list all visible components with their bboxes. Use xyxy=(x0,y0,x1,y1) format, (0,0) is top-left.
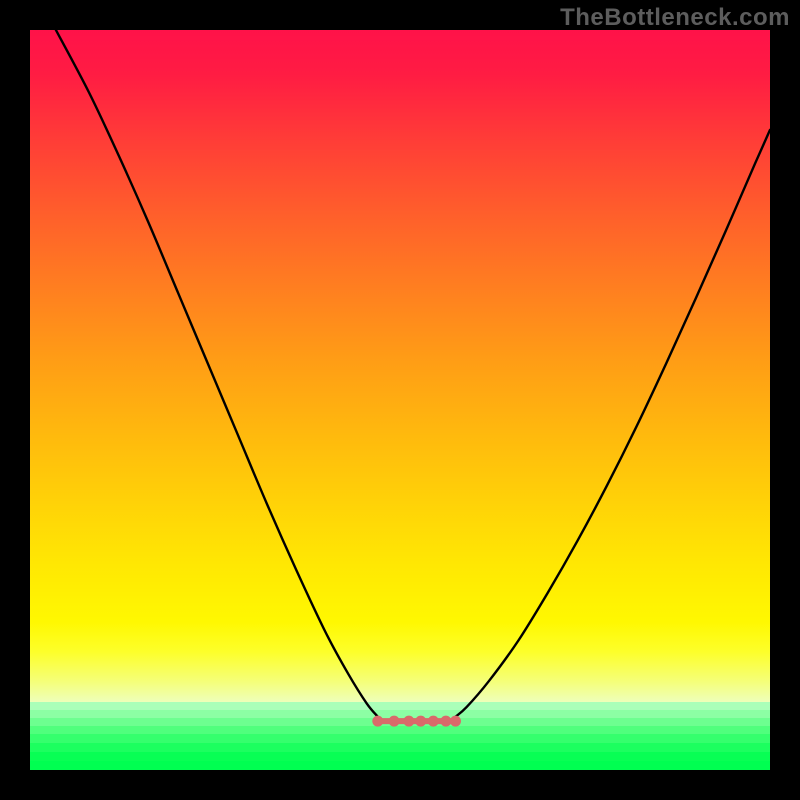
flat-segment-dot xyxy=(403,716,414,727)
flat-segment-dot xyxy=(440,716,451,727)
flat-segment-dot xyxy=(450,716,461,727)
chart-frame: TheBottleneck.com xyxy=(0,0,800,800)
flat-segment-dot xyxy=(428,716,439,727)
flat-segment-dot xyxy=(415,716,426,727)
curve-layer xyxy=(30,30,770,770)
flat-segment-dot xyxy=(389,716,400,727)
right-curve xyxy=(456,130,771,717)
left-curve xyxy=(56,30,378,717)
plot-area xyxy=(30,30,770,770)
watermark-text: TheBottleneck.com xyxy=(560,4,790,32)
flat-segment-dot xyxy=(372,716,383,727)
